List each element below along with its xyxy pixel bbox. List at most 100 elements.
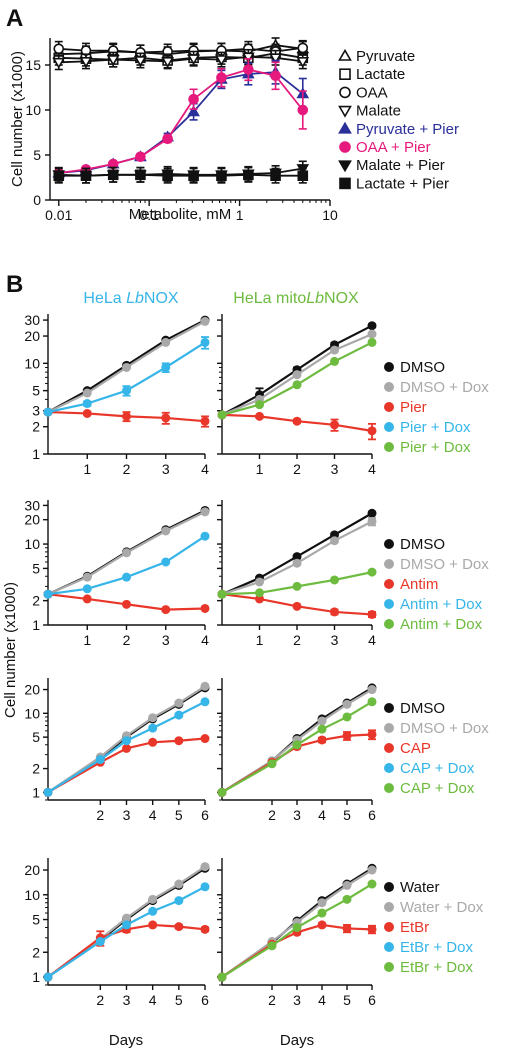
subplot-point <box>148 737 158 747</box>
subplot-series-3 <box>43 589 210 615</box>
legend-marker <box>384 579 394 589</box>
panel-a-point <box>188 93 199 105</box>
subplot-series-4 <box>217 697 377 797</box>
subplot-point <box>317 898 327 908</box>
panel-a-point <box>161 56 174 68</box>
subplot-ytick-label: 3 <box>32 403 40 419</box>
panel-a-legend-label: Pyruvate + Pier <box>356 121 459 138</box>
panel-a-ytick-label: 5 <box>33 147 41 163</box>
subplot-point <box>367 321 377 331</box>
subplot-point <box>122 572 131 582</box>
legend-label: EtBr + Dox <box>400 959 473 976</box>
subplot-xtick-label: 1 <box>256 461 264 477</box>
subplot-point <box>200 507 210 517</box>
panel-b-xlabel-right: Days <box>280 1032 314 1049</box>
panel-a-series-4 <box>52 48 310 71</box>
subplot-point <box>330 356 339 366</box>
panel-a-point <box>297 42 309 54</box>
panel-a-legend-marker <box>338 105 352 118</box>
subplot-ytick-label: 2 <box>32 761 40 777</box>
subplot-point <box>200 531 210 541</box>
subplot-point <box>367 865 377 875</box>
panel-a-point <box>270 70 281 82</box>
subplot-ytick-label: 5 <box>32 383 40 399</box>
panel-a-point <box>187 54 200 66</box>
subplot-point <box>317 724 327 734</box>
subplot-xtick-label: 3 <box>162 632 170 648</box>
subplot-point <box>200 316 210 326</box>
panel-a-point <box>52 57 66 69</box>
subplot-xtick-label: 4 <box>368 461 376 477</box>
subplot-point <box>174 736 184 746</box>
panel-a-xtick-label: 1 <box>236 207 244 223</box>
subplot-point <box>367 567 377 577</box>
subplot-series-line <box>47 885 206 978</box>
subplot-point <box>317 908 327 918</box>
panel-a-point <box>270 170 281 181</box>
panel-b-legend-3: DMSO DMSO + Dox CAP CAP + Dox CAP + Dox <box>384 700 489 797</box>
legend-marker <box>384 599 394 609</box>
subplot-point <box>292 601 302 611</box>
subplot-point <box>174 710 184 720</box>
panel-b-legend-1: DMSO DMSO + Dox Pier Pier + Dox Pier + Dox <box>384 359 489 456</box>
panel-a-point <box>188 170 199 181</box>
subplot-point <box>200 416 210 426</box>
subplot-point <box>122 920 131 930</box>
subplot-point <box>292 552 302 562</box>
subplot-point <box>317 920 327 930</box>
subplot-point <box>174 896 184 906</box>
subplot-xtick-label: 5 <box>343 992 351 1008</box>
subplot-xtick-label: 6 <box>201 992 209 1008</box>
subplot-xtick-label: 4 <box>201 461 209 477</box>
subplot-point <box>200 681 210 691</box>
subplot-point <box>148 906 158 916</box>
subplot-xtick-label: 2 <box>96 807 104 823</box>
subplot-xtick-label: 1 <box>256 632 264 648</box>
subplot-point <box>342 880 352 890</box>
subplot-point <box>342 923 352 933</box>
panel-a-ytick-label: 0 <box>33 192 41 208</box>
subplot-point <box>174 879 184 889</box>
subplot-point <box>122 736 131 746</box>
subplot-point <box>292 740 302 750</box>
subplot-series-line <box>221 700 373 794</box>
legend-label: Pier + Dox <box>400 419 471 436</box>
subplot-series-line <box>47 700 206 794</box>
subplot-xtick-label: 3 <box>331 632 339 648</box>
subplot-point <box>161 526 171 536</box>
subplot-point <box>82 594 92 604</box>
panel-a-xtick-label: 0.1 <box>139 207 159 223</box>
subplot-point <box>200 603 210 613</box>
subplot-xtick-label: 3 <box>162 461 170 477</box>
panel-b-subplot-5: 1 2 5 10 20 2 3 4 5 6 <box>24 678 210 823</box>
panel-a-point <box>162 170 173 181</box>
panel-b-legend-2: DMSO DMSO + Dox Antim Antim + Dox Antim + Do… <box>384 536 489 633</box>
subplot-xtick-label: 3 <box>123 807 131 823</box>
subplot-series-3 <box>43 407 210 428</box>
subplot-series-line <box>221 883 373 978</box>
legend-label: DMSO + Dox <box>400 379 489 396</box>
subplot-point <box>217 410 227 420</box>
subplot-xtick-label: 4 <box>201 632 209 648</box>
panel-a-point <box>134 56 147 68</box>
panel-a-ylabel: Cell number (x1000) <box>9 51 26 187</box>
subplot-xtick-label: 2 <box>293 632 301 648</box>
subplot-ytick-label: 10 <box>24 705 40 721</box>
legend-marker <box>384 763 394 773</box>
panel-b-column-title: HeLa LbNOX <box>83 290 179 307</box>
legend-marker <box>384 723 394 733</box>
subplot-point <box>255 577 264 587</box>
legend-label: DMSO + Dox <box>400 720 489 737</box>
panel-a-point <box>107 169 119 181</box>
panel-a-legend-marker <box>339 141 351 153</box>
subplot-series-2 <box>43 316 210 417</box>
subplot-point <box>367 697 377 707</box>
subplot-series-3 <box>217 410 377 441</box>
subplot-point <box>367 729 377 739</box>
subplot-point <box>292 558 302 568</box>
subplot-point <box>148 920 158 930</box>
subplot-point <box>255 411 264 421</box>
legend-marker <box>384 743 394 753</box>
